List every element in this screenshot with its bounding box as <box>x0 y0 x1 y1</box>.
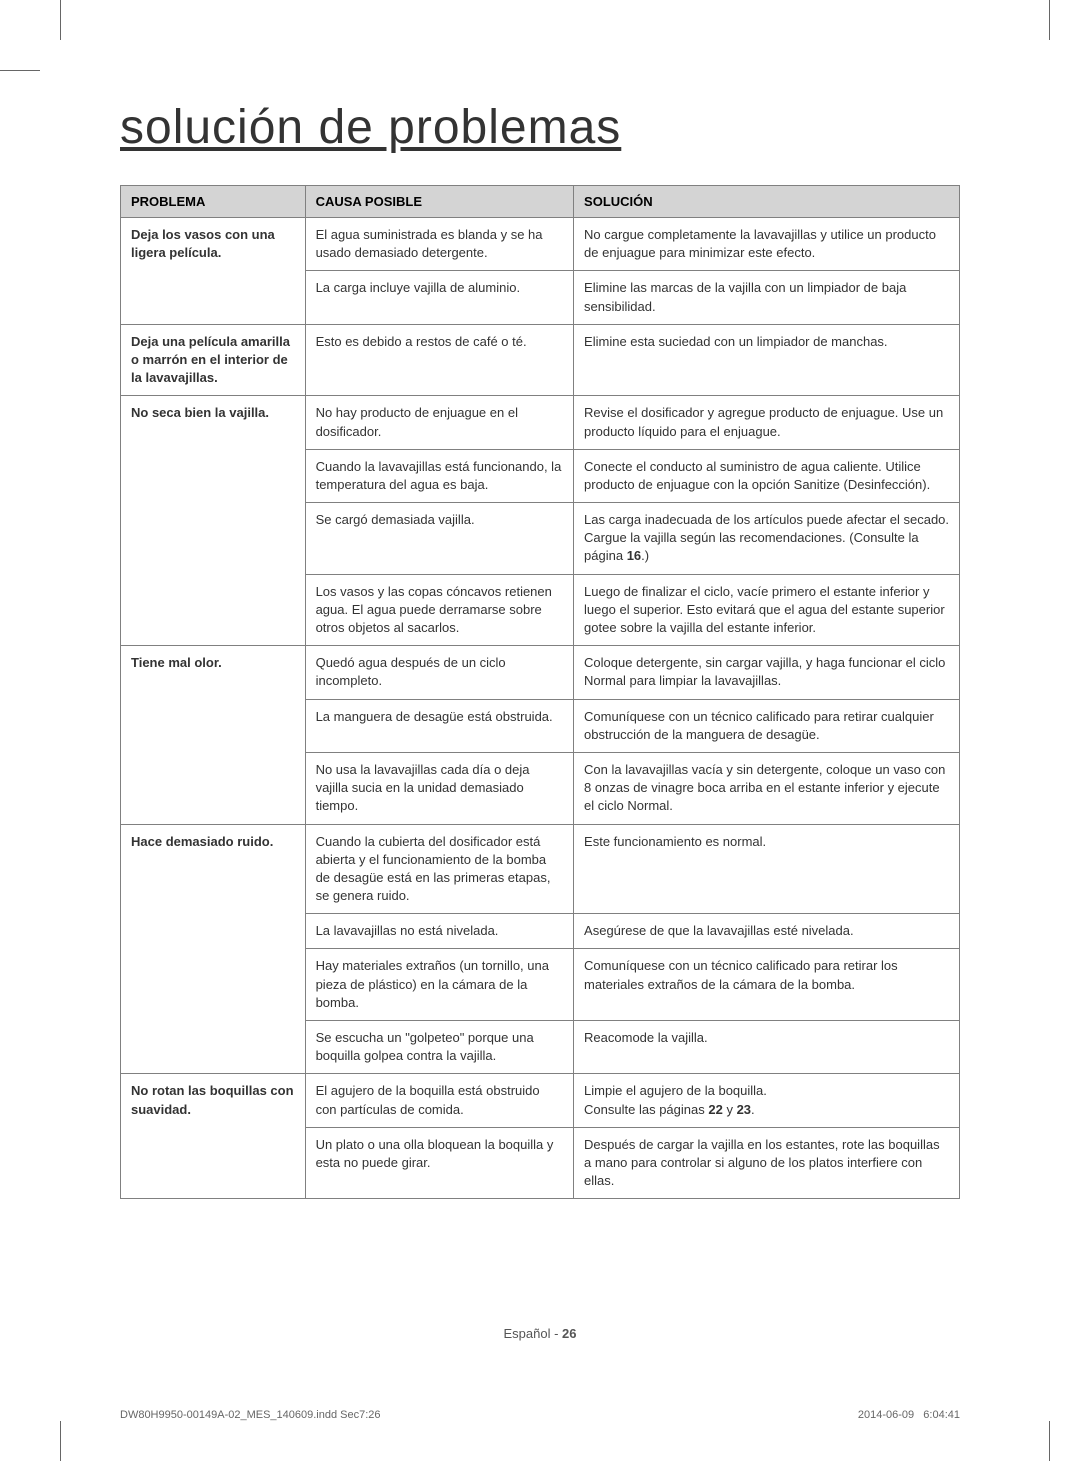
table-row: Deja los vasos con una ligera película.E… <box>121 218 960 271</box>
problem-cell: Hace demasiado ruido. <box>121 824 306 1074</box>
cause-cell: Se escucha un "golpeteo" porque una boqu… <box>305 1021 573 1074</box>
crop-mark <box>0 70 40 71</box>
table-row: No rotan las boquillas con suavidad.El a… <box>121 1074 960 1127</box>
cause-cell: No usa la lavavajillas cada día o deja v… <box>305 752 573 824</box>
solution-cell: Comuníquese con un técnico calificado pa… <box>574 699 960 752</box>
doc-file: DW80H9950-00149A-02_MES_140609.indd Sec7… <box>120 1409 381 1421</box>
problem-cell: Deja una película amarilla o marrón en e… <box>121 324 306 396</box>
table-row: Tiene mal olor.Quedó agua después de un … <box>121 646 960 699</box>
cause-cell: Un plato o una olla bloquean la boquilla… <box>305 1127 573 1199</box>
solution-cell: Comuníquese con un técnico calificado pa… <box>574 949 960 1021</box>
cause-cell: El agujero de la boquilla está obstruido… <box>305 1074 573 1127</box>
cause-cell: Cuando la lavavajillas está funcionando,… <box>305 449 573 502</box>
crop-mark <box>60 0 61 40</box>
problem-cell: Tiene mal olor. <box>121 646 306 824</box>
crop-mark <box>1049 0 1050 40</box>
cause-cell: Quedó agua después de un ciclo incomplet… <box>305 646 573 699</box>
crop-mark <box>1049 1421 1050 1461</box>
solution-cell: Reacomode la vajilla. <box>574 1021 960 1074</box>
solution-cell: Después de cargar la vajilla en los esta… <box>574 1127 960 1199</box>
table-header-problem: PROBLEMA <box>121 186 306 218</box>
problem-cell: No rotan las boquillas con suavidad. <box>121 1074 306 1199</box>
crop-mark <box>60 1421 61 1461</box>
problem-cell: Deja los vasos con una ligera película. <box>121 218 306 325</box>
doc-date: 2014-06-09 <box>858 1409 914 1421</box>
table-row: Hace demasiado ruido.Cuando la cubierta … <box>121 824 960 914</box>
cause-cell: Cuando la cubierta del dosificador está … <box>305 824 573 914</box>
cause-cell: Hay materiales extraños (un tornillo, un… <box>305 949 573 1021</box>
solution-cell: No cargue completamente la lavavajillas … <box>574 218 960 271</box>
solution-cell: Coloque detergente, sin cargar vajilla, … <box>574 646 960 699</box>
solution-cell: Con la lavavajillas vacía y sin detergen… <box>574 752 960 824</box>
solution-cell: Conecte el conducto al suministro de agu… <box>574 449 960 502</box>
cause-cell: Los vasos y las copas cóncavos retienen … <box>305 574 573 646</box>
cause-cell: Esto es debido a restos de café o té. <box>305 324 573 396</box>
cause-cell: La manguera de desagüe está obstruida. <box>305 699 573 752</box>
solution-cell: Revise el dosificador y agregue producto… <box>574 396 960 449</box>
cause-cell: La lavavajillas no está nivelada. <box>305 914 573 949</box>
page-title: solución de problemas <box>120 100 960 155</box>
footer-page-number: 26 <box>562 1326 576 1341</box>
solution-cell: Elimine esta suciedad con un limpiador d… <box>574 324 960 396</box>
problem-cell: No seca bien la vajilla. <box>121 396 306 646</box>
table-body: Deja los vasos con una ligera película.E… <box>121 218 960 1199</box>
solution-cell: Limpie el agujero de la boquilla.Consult… <box>574 1074 960 1127</box>
cause-cell: El agua suministrada es blanda y se ha u… <box>305 218 573 271</box>
cause-cell: No hay producto de enjuague en el dosifi… <box>305 396 573 449</box>
table-header-cause: CAUSA POSIBLE <box>305 186 573 218</box>
table-row: No seca bien la vajilla.No hay producto … <box>121 396 960 449</box>
doc-time: 6:04:41 <box>923 1409 960 1421</box>
solution-cell: Elimine las marcas de la vajilla con un … <box>574 271 960 324</box>
cause-cell: Se cargó demasiada vajilla. <box>305 503 573 575</box>
table-row: Deja una película amarilla o marrón en e… <box>121 324 960 396</box>
troubleshooting-table: PROBLEMA CAUSA POSIBLE SOLUCIÓN Deja los… <box>120 185 960 1199</box>
footer-language: Español <box>503 1326 550 1341</box>
cause-cell: La carga incluye vajilla de aluminio. <box>305 271 573 324</box>
solution-cell: Las carga inadecuada de los artículos pu… <box>574 503 960 575</box>
solution-cell: Asegúrese de que la lavavajillas esté ni… <box>574 914 960 949</box>
page-footer: Español - 26 <box>0 1326 1080 1341</box>
solution-cell: Este funcionamiento es normal. <box>574 824 960 914</box>
footer-separator: - <box>550 1326 562 1341</box>
solution-cell: Luego de finalizar el ciclo, vacíe prime… <box>574 574 960 646</box>
document-metadata: DW80H9950-00149A-02_MES_140609.indd Sec7… <box>120 1409 960 1421</box>
table-header-solution: SOLUCIÓN <box>574 186 960 218</box>
